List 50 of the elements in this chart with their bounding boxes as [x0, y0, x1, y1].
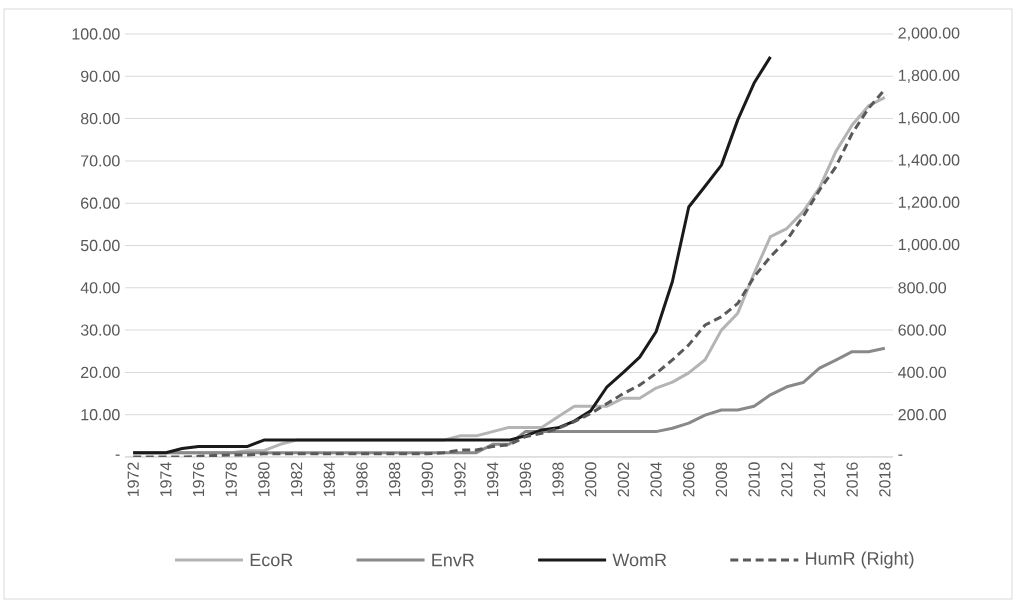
- x-tick-label: 2004: [650, 462, 662, 497]
- y2-tick-label: 1,000.00: [898, 238, 960, 253]
- legend-label: EcoR: [250, 553, 293, 567]
- legend-label: EnvR: [432, 553, 475, 567]
- x-tick-label: 2018: [879, 462, 891, 497]
- x-tick-label: 1984: [323, 462, 335, 497]
- y2-tick-label: -: [898, 454, 903, 456]
- x-tick-label: 1982: [290, 462, 303, 497]
- y-tick-label: 50.00: [80, 239, 120, 252]
- x-tick-label: 1994: [487, 462, 499, 497]
- y2-tick-label: 800.00: [898, 282, 947, 294]
- y2-tick-label: 1,800.00: [898, 69, 960, 83]
- y2-tick-label: 1,600.00: [898, 112, 960, 126]
- x-tick-label: 2016: [846, 462, 858, 497]
- y-tick-label: 40.00: [80, 282, 120, 294]
- y-tick-label: 90.00: [81, 70, 120, 82]
- y-tick-label: 70.00: [81, 155, 120, 167]
- y2-tick-label: 1,200.00: [898, 196, 960, 210]
- x-tick-label: 1974: [160, 462, 172, 497]
- y-tick-label: 60.00: [81, 197, 120, 209]
- x-tick-label: 1998: [552, 462, 564, 497]
- y-tick-label: 80.00: [80, 112, 120, 125]
- x-tick-label: 1976: [192, 462, 205, 497]
- x-tick-label: 1992: [454, 462, 466, 497]
- y2-tick-label: 600.00: [898, 324, 947, 336]
- y2-tick-label: 400.00: [898, 366, 947, 379]
- y-tick-label: 20.00: [81, 366, 120, 379]
- x-tick-label: 1986: [356, 462, 368, 497]
- x-tick-label: 1988: [388, 462, 401, 497]
- y-tick-label: 100.00: [72, 28, 120, 40]
- legend-label: WomR: [612, 553, 667, 567]
- y2-tick-label: 1,400.00: [898, 154, 960, 168]
- x-tick-label: 2010: [748, 462, 760, 497]
- x-tick-label: 2006: [683, 462, 695, 497]
- x-tick-label: 2000: [585, 462, 597, 497]
- y2-tick-label: 2,000.00: [898, 27, 960, 41]
- y-tick-label: -: [115, 454, 120, 456]
- x-tick-label: 2008: [715, 462, 728, 497]
- x-tick-label: 2002: [617, 462, 630, 497]
- x-tick-label: 1972: [127, 462, 139, 497]
- x-tick-label: 1978: [225, 462, 237, 497]
- x-tick-label: 2012: [781, 462, 793, 497]
- x-tick-label: 1990: [421, 462, 433, 497]
- x-tick-label: 1980: [258, 462, 270, 497]
- y-tick-label: 10.00: [81, 409, 120, 421]
- x-tick-label: 1996: [519, 462, 531, 497]
- legend-label: HumR (Right): [806, 551, 914, 569]
- x-tick-label: 2014: [813, 462, 826, 497]
- y2-tick-label: 200.00: [898, 409, 947, 421]
- y-tick-label: 30.00: [80, 324, 120, 336]
